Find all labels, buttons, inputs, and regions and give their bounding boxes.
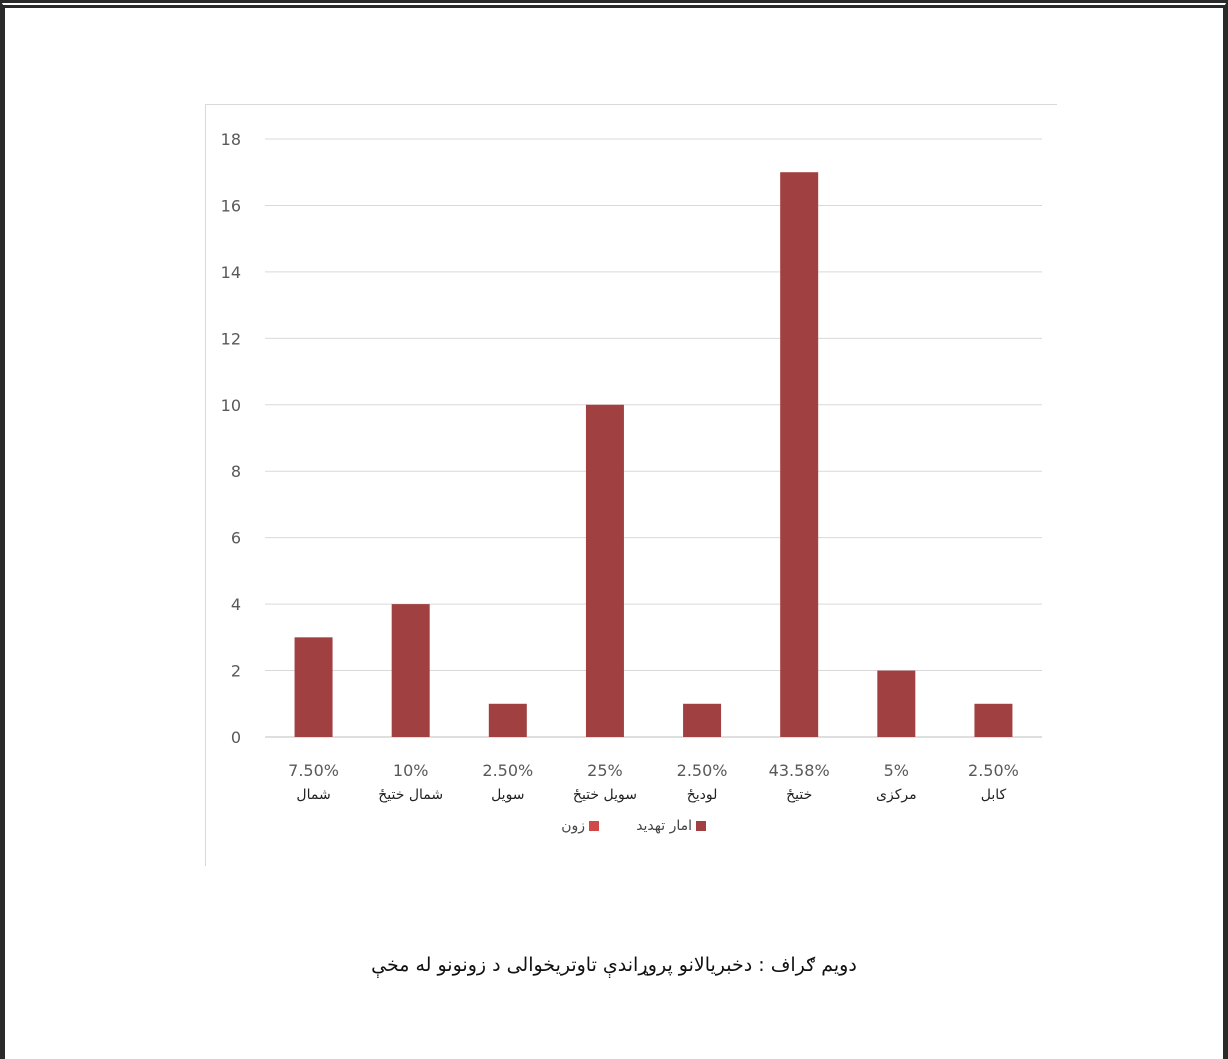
bar-chart: 0 2 4 6 8 10 12 14 16 18 7.50% شمال 10% شمال ختیځ 2.5… [221, 130, 1042, 834]
x-percent-label: 2.50% [482, 761, 533, 780]
bar [683, 703, 722, 737]
y-tick-label: 12 [221, 329, 241, 348]
x-percent-label: 5% [884, 761, 909, 780]
bar [780, 172, 819, 737]
x-axis-labels: 7.50% شمال 10% شمال ختیځ 2.50% سویل 25% سویل خت… [288, 761, 1019, 803]
y-tick-label: 14 [221, 263, 241, 282]
x-percent-label: 25% [587, 761, 623, 780]
y-tick-label: 8 [231, 462, 241, 481]
figure-caption: دویم ګراف : دخبریالانو پروړاندې تاوتریخو… [371, 954, 857, 976]
x-category-label: سویل [491, 787, 524, 803]
x-category-label: سویل ختیځ [573, 787, 637, 803]
legend-label: زون [561, 818, 585, 834]
legend-swatch [696, 821, 706, 831]
x-category-label: مرکزی [876, 787, 917, 803]
bar [294, 637, 333, 737]
bars [294, 172, 1013, 737]
x-category-label: لودیځ [687, 787, 718, 803]
x-category-label: شمال [296, 787, 330, 803]
x-category-label: کابل [981, 787, 1007, 803]
y-tick-label: 18 [221, 130, 241, 149]
y-axis-ticks: 0 2 4 6 8 10 12 14 16 18 [221, 130, 241, 747]
y-tick-label: 2 [231, 662, 241, 681]
legend-label: امار تهدید [636, 818, 692, 834]
y-tick-label: 0 [231, 728, 241, 747]
x-percent-label: 2.50% [677, 761, 728, 780]
x-percent-label: 10% [393, 761, 429, 780]
bar [585, 404, 624, 737]
x-category-label: ختیځ [786, 787, 812, 803]
bar [877, 670, 916, 737]
x-percent-label: 43.58% [769, 761, 830, 780]
bar [488, 703, 527, 737]
gridlines [265, 138, 1042, 738]
x-percent-label: 2.50% [968, 761, 1019, 780]
y-tick-label: 4 [231, 595, 241, 614]
bar [974, 703, 1013, 737]
x-percent-label: 7.50% [288, 761, 339, 780]
chart-area-border [205, 104, 1057, 866]
bar [391, 604, 430, 737]
y-tick-label: 10 [221, 396, 241, 415]
x-category-label: شمال ختیځ [378, 787, 443, 803]
y-tick-label: 6 [231, 529, 241, 548]
y-tick-label: 16 [221, 196, 241, 215]
legend: امار تهدید زون [561, 818, 706, 834]
legend-swatch [589, 821, 599, 831]
